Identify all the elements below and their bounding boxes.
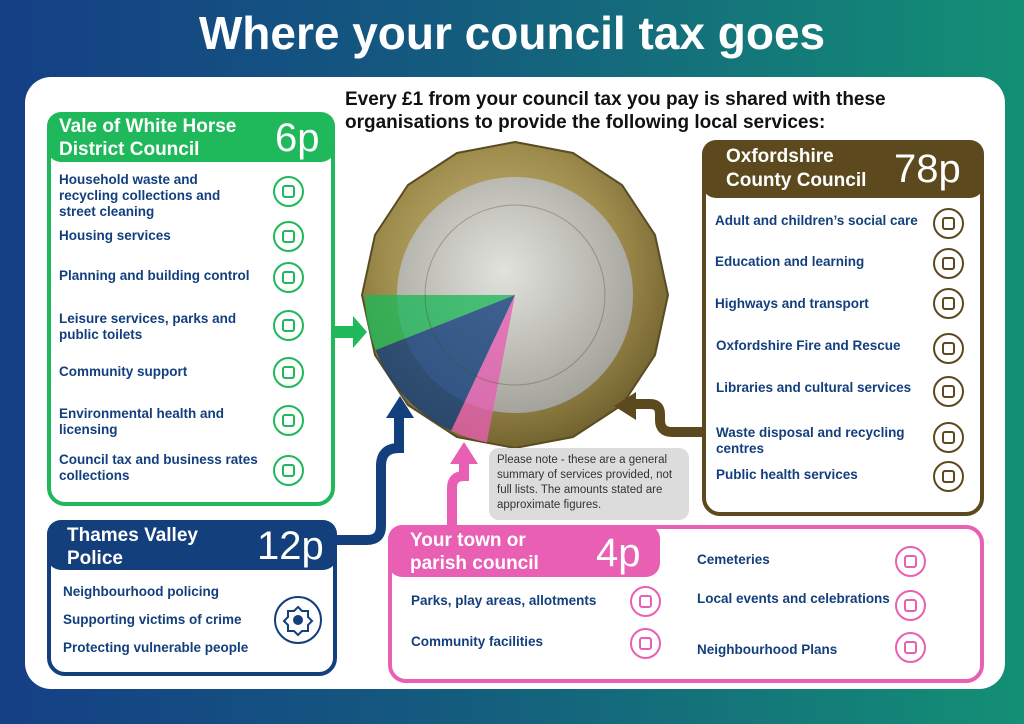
county-name-line2: County Council: [726, 170, 867, 191]
community-hall-icon: [630, 628, 661, 659]
vale-service-item: Leisure services, parks and public toile…: [59, 311, 237, 342]
page-title: Where your council tax goes: [198, 7, 826, 59]
police-service-item: Supporting victims of crime: [63, 612, 242, 627]
police-badge-icon: [274, 596, 322, 644]
treadmill-icon: [273, 310, 304, 341]
county-name-line1: Oxfordshire: [726, 146, 834, 167]
recycling-bin-icon: [273, 176, 304, 207]
parish-service-item: Local events and celebrations: [697, 591, 890, 606]
vale-name-line1: Vale of White Horse: [59, 116, 237, 137]
road-icon: [933, 288, 964, 319]
tree-bench-icon: [630, 586, 661, 617]
parish-name-line1: Your town or: [410, 530, 526, 551]
county-council-box: [702, 140, 984, 516]
police-name-line1: Thames Valley: [67, 525, 198, 546]
police-service-item: Neighbourhood policing: [63, 584, 219, 599]
county-service-item: Highways and transport: [715, 296, 869, 311]
parish-service-item: Cemeteries: [697, 552, 770, 567]
recycling-truck-icon: [933, 422, 964, 453]
parish-service-item: Neighbourhood Plans: [697, 642, 838, 657]
parish-name-line2: parish council: [410, 553, 539, 574]
vale-service-item: Community support: [59, 364, 188, 379]
intro-text: Every £1 from your council tax you pay i…: [345, 89, 886, 133]
county-amount: 78p: [894, 147, 961, 191]
county-service-item: Oxfordshire Fire and Rescue: [716, 338, 901, 353]
vale-service-item: Household waste and recycling collection…: [59, 172, 221, 219]
parish-service-item: Community facilities: [411, 634, 544, 649]
flame-icon: [933, 333, 964, 364]
police-amount: 12p: [257, 524, 324, 568]
coin-pie-chart: [360, 140, 670, 450]
parish-amount: 4p: [596, 531, 641, 575]
parish-slice: [451, 295, 515, 443]
house-icon: [273, 221, 304, 252]
parish-service-item: Parks, play areas, allotments: [411, 593, 597, 608]
ambulance-icon: [933, 461, 964, 492]
vale-slice: [365, 295, 515, 351]
county-service-item: Adult and children’s social care: [715, 213, 918, 228]
vale-service-item: Planning and building control: [59, 268, 250, 283]
vale-name-line2: District Council: [59, 139, 200, 160]
village-icon: [895, 632, 926, 663]
police-header: Thames Valley Police 12p: [47, 520, 337, 570]
pound-icon: [273, 455, 304, 486]
county-service-item: Public health services: [716, 467, 858, 482]
teacher-icon: [933, 248, 964, 279]
gravestone-icon: [895, 546, 926, 577]
vale-service-item: Environmental health and licensing: [59, 406, 225, 437]
buildings-icon: [273, 262, 304, 293]
vale-service-item: Housing services: [59, 228, 171, 243]
county-header: Oxfordshire County Council 78p: [702, 140, 984, 198]
christmas-tree-icon: [895, 590, 926, 621]
police-name-line2: Police: [67, 548, 123, 569]
vale-header: Vale of White Horse District Council 6p: [47, 112, 335, 162]
vale-service-item: Council tax and business rates collectio…: [59, 452, 258, 483]
hands-heart-icon: [273, 357, 304, 388]
county-service-item: Education and learning: [715, 254, 865, 269]
family-icon: [933, 208, 964, 239]
county-service-item: Libraries and cultural services: [716, 380, 912, 395]
parish-header: Your town or parish council 4p: [388, 525, 660, 577]
disclaimer-note: Please note - these are a general summar…: [489, 448, 689, 520]
vale-amount: 6p: [275, 116, 320, 160]
police-service-item: Protecting vulnerable people: [63, 640, 249, 655]
fork-knife-icon: [273, 405, 304, 436]
book-icon: [933, 376, 964, 407]
county-service-item: Waste disposal and recycling centres: [716, 425, 905, 456]
